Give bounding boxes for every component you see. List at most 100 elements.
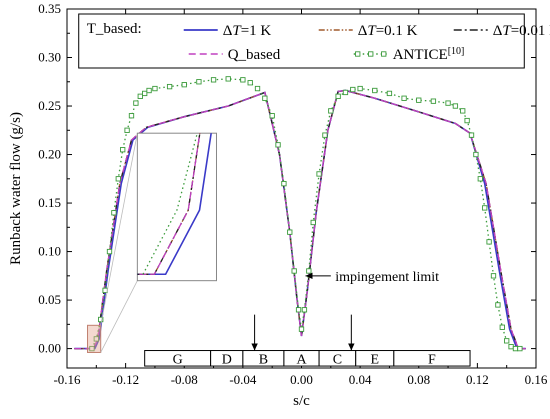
series-marker (430, 98, 437, 104)
series-marker (298, 326, 305, 332)
series-marker (477, 176, 483, 182)
x-tick-label: -0.04 (229, 372, 257, 387)
series-marker (146, 87, 152, 94)
x-tick-label: 0.00 (290, 372, 313, 387)
series-marker (322, 132, 328, 138)
x-tick-label: -0.16 (53, 372, 81, 387)
series-marker (115, 176, 121, 182)
series-marker (102, 287, 108, 294)
x-tick-label: 0.08 (407, 372, 430, 387)
legend-marker (381, 51, 387, 57)
series-marker (490, 273, 497, 279)
series-marker (275, 142, 281, 148)
legend-label-antice: ANTICE[10] (393, 46, 465, 64)
x-tick-label: 0.04 (349, 372, 372, 387)
series-marker (306, 268, 312, 274)
series-marker (240, 77, 246, 83)
series-marker (181, 82, 187, 88)
series-marker (106, 248, 113, 255)
series-marker (89, 345, 95, 352)
series-marker (137, 93, 143, 99)
series-marker (301, 307, 308, 313)
series-marker (486, 239, 492, 245)
series-marker (287, 229, 293, 235)
impingement-label: impingement limit (335, 270, 439, 285)
series-marker (342, 89, 349, 96)
legend: T_based: ΔT=1 K ΔT=0.1 K ΔT=0.01 K Q_based AN… (78, 13, 550, 69)
impingement-arrow-head (305, 272, 313, 280)
zone-label: E (371, 352, 380, 367)
series-marker (152, 85, 158, 92)
zone-label: G (173, 352, 183, 367)
series-marker (316, 171, 322, 177)
series-marker (468, 132, 475, 138)
y-tick-label: 0.20 (38, 147, 61, 162)
y-tick-label: 0.00 (38, 341, 61, 356)
series-marker (111, 210, 117, 216)
zone-label: C (333, 352, 342, 367)
y-tick-label: 0.05 (38, 292, 61, 307)
legend-box (78, 13, 525, 69)
zone-arrow-right-head (348, 343, 355, 351)
series-marker (93, 336, 99, 342)
legend-label-dt1: ΔT=1 K (223, 23, 272, 39)
series-marker (166, 83, 173, 90)
series-line (91, 78, 520, 350)
series-marker (335, 93, 341, 99)
series-marker (512, 345, 519, 352)
zone-label: B (259, 352, 268, 367)
zone-label: D (222, 352, 232, 367)
series-marker (328, 108, 334, 114)
series-marker (142, 90, 148, 97)
y-tick-label: 0.15 (38, 195, 61, 210)
y-axis-label: Runback water flow (g/s) (8, 112, 24, 265)
legend-marker (355, 51, 361, 57)
series-marker (460, 108, 466, 114)
series-marker (254, 85, 261, 92)
legend-label-dt01: ΔT=0.1 K (358, 23, 418, 39)
legend-label-qbased: Q_based (228, 47, 281, 63)
series-marker (416, 97, 422, 103)
zoom-source-box (87, 324, 102, 353)
legend-label-dt001: ΔT=0.01 K (493, 23, 550, 39)
series-marker (499, 324, 505, 330)
x-tick-label: 0.16 (525, 372, 548, 387)
inset-zoom (87, 132, 217, 353)
series-marker (262, 95, 268, 101)
x-tick-label: -0.12 (112, 372, 139, 387)
series-marker (517, 345, 523, 352)
series-marker (495, 302, 501, 308)
inset-panel (136, 132, 217, 282)
series-marker (124, 127, 130, 133)
series-marker (464, 117, 470, 124)
legend-marker (368, 51, 374, 57)
y-tick-label: 0.10 (38, 244, 61, 259)
x-tick-label: 0.12 (466, 372, 489, 387)
zoom-connector (100, 133, 138, 326)
series-marker (504, 338, 510, 344)
y-tick-label: 0.25 (38, 98, 61, 113)
series-marker (310, 219, 316, 226)
series-marker (473, 151, 479, 158)
legend-group-label: T_based: (87, 21, 142, 37)
series-marker (210, 77, 217, 83)
series-marker (508, 344, 514, 350)
series-marker (452, 103, 459, 109)
series-marker (98, 316, 104, 323)
zoom-connector (100, 280, 138, 353)
series-marker (401, 95, 407, 101)
zone-label: F (428, 352, 436, 367)
series-marker (386, 90, 393, 97)
series-marker (196, 79, 202, 85)
series-marker (291, 268, 297, 274)
series-marker (357, 85, 363, 92)
series-marker (350, 86, 356, 93)
x-axis-label: s/c (293, 393, 310, 409)
series-marker (482, 205, 488, 211)
series-marker (133, 100, 139, 106)
series-marker (269, 113, 275, 119)
series-marker (445, 100, 451, 106)
y-tick-label: 0.30 (38, 50, 61, 65)
